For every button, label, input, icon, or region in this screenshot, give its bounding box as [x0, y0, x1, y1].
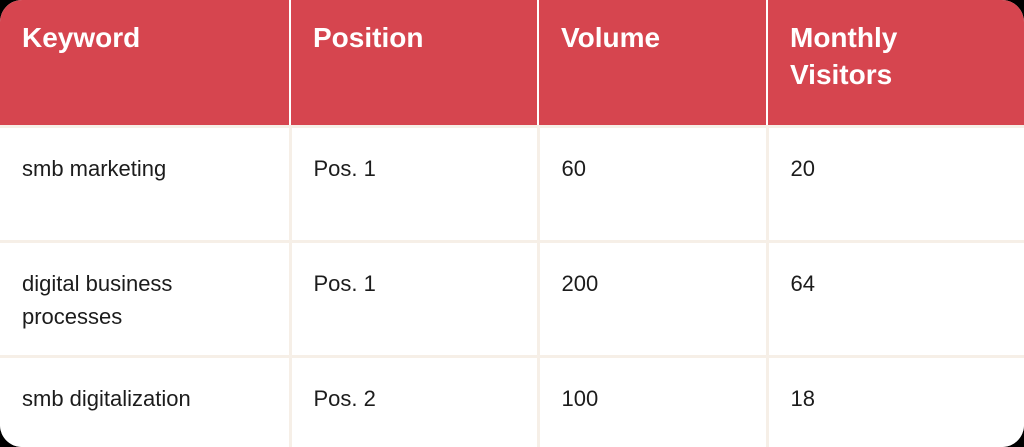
column-header-monthly-visitors: Monthly Visitors — [767, 0, 1024, 126]
table-body: smb marketing Pos. 1 60 20 digital busin… — [0, 124, 1024, 447]
table-row: digital business processes Pos. 1 200 64 — [0, 239, 1024, 358]
cell-position: Pos. 1 — [288, 239, 540, 358]
table-header: Keyword Position Volume Monthly Visitors — [0, 0, 1024, 126]
cell-volume: 100 — [536, 354, 769, 447]
header-row: Keyword Position Volume Monthly Visitors — [0, 0, 1024, 126]
cell-monthly-visitors: 20 — [765, 124, 1024, 243]
table-row: smb marketing Pos. 1 60 20 — [0, 124, 1024, 243]
table-row: smb digitalization Pos. 2 100 18 — [0, 354, 1024, 447]
cell-keyword: smb marketing — [0, 124, 292, 243]
cell-keyword: digital business processes — [0, 239, 292, 358]
cell-monthly-visitors: 18 — [765, 354, 1024, 447]
cell-keyword: smb digitalization — [0, 354, 292, 447]
cell-volume: 200 — [536, 239, 769, 358]
column-header-volume: Volume — [538, 0, 768, 126]
cell-monthly-visitors: 64 — [765, 239, 1024, 358]
cell-volume: 60 — [536, 124, 769, 243]
column-header-keyword: Keyword — [0, 0, 291, 126]
column-header-position: Position — [290, 0, 539, 126]
cell-position: Pos. 1 — [288, 124, 540, 243]
cell-position: Pos. 2 — [288, 354, 540, 447]
